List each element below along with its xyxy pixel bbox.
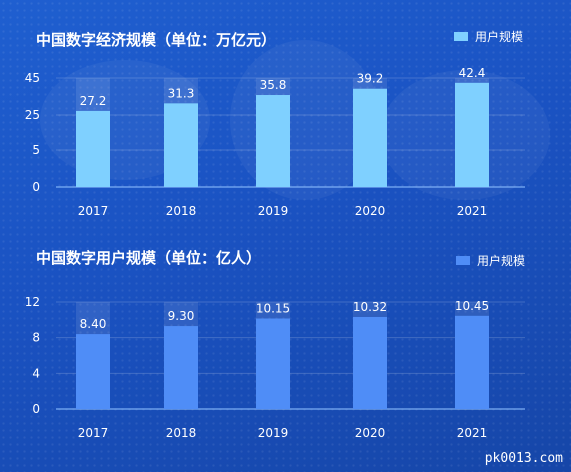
- bar-value-label: 35.8: [260, 78, 287, 92]
- x-tick-label: 2018: [166, 204, 197, 218]
- bar[interactable]: [455, 82, 489, 187]
- legend-label[interactable]: 用户规模: [475, 29, 523, 44]
- bar[interactable]: [76, 334, 110, 409]
- user-scale-chart: 中国数字用户规模（单位：亿人） 用户规模 0 4 8 12 8.40 9.30 10.15…: [25, 249, 525, 440]
- economy-scale-chart: 中国数字经济规模（单位：万亿元） 用户规模 0 5 25 45 27.2 31.3 35.…: [25, 29, 525, 218]
- y-tick-label: 4: [32, 366, 40, 380]
- legend-swatch: [456, 256, 470, 265]
- bar[interactable]: [256, 95, 290, 187]
- bar[interactable]: [353, 88, 387, 187]
- x-tick-label: 2021: [457, 204, 488, 218]
- y-tick-label: 12: [25, 295, 40, 309]
- bar-value-label: 10.15: [256, 301, 290, 315]
- chart-title: 中国数字经济规模（单位：万亿元）: [36, 31, 276, 49]
- bar-value-label: 31.3: [168, 86, 195, 100]
- bar[interactable]: [455, 315, 489, 409]
- legend-swatch: [454, 32, 468, 41]
- bar[interactable]: [353, 316, 387, 409]
- bar[interactable]: [76, 110, 110, 187]
- x-tick-label: 2017: [78, 426, 109, 440]
- x-tick-label: 2020: [355, 204, 386, 218]
- chart-title: 中国数字用户规模（单位：亿人）: [36, 249, 261, 267]
- bar-value-label: 10.32: [353, 300, 387, 314]
- bar[interactable]: [164, 103, 198, 187]
- bar-value-label: 27.2: [80, 94, 107, 108]
- y-tick-label: 0: [32, 402, 40, 416]
- bar-value-label: 10.45: [455, 299, 489, 313]
- bar-value-label: 42.4: [459, 66, 486, 80]
- bar[interactable]: [256, 318, 290, 409]
- bar-value-label: 9.30: [168, 309, 195, 323]
- y-tick-label: 45: [25, 71, 40, 85]
- y-tick-label: 8: [32, 331, 40, 345]
- x-tick-label: 2020: [355, 426, 386, 440]
- x-tick-label: 2021: [457, 426, 488, 440]
- bar-value-label: 8.40: [80, 317, 107, 331]
- y-tick-label: 0: [32, 180, 40, 194]
- legend-label[interactable]: 用户规模: [477, 253, 525, 268]
- x-tick-label: 2017: [78, 204, 109, 218]
- y-tick-label: 5: [32, 143, 40, 157]
- watermark: pk0013.com: [484, 451, 563, 466]
- y-tick-label: 25: [25, 108, 40, 122]
- bar-value-label: 39.2: [357, 72, 384, 86]
- x-tick-label: 2019: [258, 204, 289, 218]
- x-tick-label: 2018: [166, 426, 197, 440]
- x-tick-label: 2019: [258, 426, 289, 440]
- bar[interactable]: [164, 326, 198, 409]
